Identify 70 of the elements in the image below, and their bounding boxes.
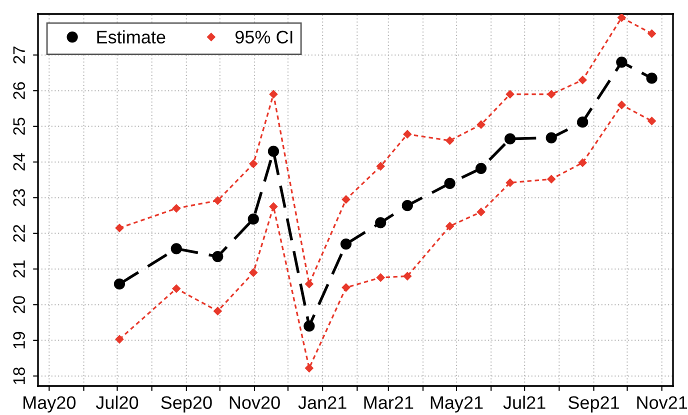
x-tick-label: Sep21 — [568, 396, 619, 413]
y-tick-label: 27 — [13, 46, 25, 64]
point — [648, 29, 656, 38]
point — [305, 364, 314, 372]
point — [269, 90, 278, 98]
point — [402, 200, 413, 212]
point — [249, 160, 258, 168]
point — [646, 72, 658, 84]
point — [342, 283, 350, 292]
point — [214, 306, 222, 316]
point — [578, 76, 587, 84]
point — [475, 162, 487, 174]
point — [114, 278, 126, 290]
point — [214, 196, 222, 205]
point — [268, 146, 280, 157]
point — [403, 272, 412, 280]
x-tick-label: May21 — [430, 396, 483, 413]
point — [170, 243, 182, 254]
point — [618, 100, 626, 110]
point — [618, 14, 626, 22]
legend-label: Estimate — [97, 30, 166, 44]
x-tick-label: Jan21 — [298, 396, 346, 409]
x-tick-label: May20 — [24, 396, 76, 413]
point — [376, 162, 385, 170]
point — [172, 284, 181, 293]
point — [249, 268, 258, 277]
legend-label: 95% CI — [235, 30, 292, 44]
point — [305, 280, 314, 288]
point — [446, 222, 454, 230]
y-tick-label: 18 — [13, 367, 25, 384]
y-tick-label: 20 — [13, 296, 25, 314]
point — [578, 158, 587, 167]
y-tick-label: 22 — [13, 224, 25, 242]
point — [342, 195, 350, 204]
point — [115, 224, 124, 232]
point — [616, 56, 628, 68]
x-tick-label: Jul20 — [96, 396, 138, 409]
x-tick-label: Jul21 — [503, 396, 546, 409]
point — [648, 116, 656, 126]
point — [546, 132, 557, 144]
point — [115, 335, 124, 344]
y-tick-label: 23 — [13, 189, 25, 206]
x-tick-label: Sep20 — [161, 396, 212, 413]
x-tick-label: Nov20 — [230, 396, 280, 409]
y-tick-label: 24 — [13, 153, 25, 170]
point — [375, 217, 386, 228]
x-tick-label: Mar21 — [364, 396, 414, 409]
point — [248, 214, 259, 225]
point — [506, 178, 514, 187]
point — [403, 130, 412, 138]
point — [577, 116, 588, 128]
point — [476, 208, 486, 216]
point — [504, 133, 516, 144]
point — [506, 90, 514, 98]
point — [304, 320, 315, 332]
point — [340, 238, 352, 250]
y-tick-label: 26 — [13, 82, 25, 100]
y-tick-label: 19 — [13, 332, 25, 348]
x-tick-label: Nov21 — [637, 396, 688, 409]
point — [172, 204, 181, 213]
point — [547, 90, 556, 98]
point — [446, 136, 454, 145]
point — [212, 250, 224, 262]
point — [547, 175, 556, 184]
point — [269, 202, 278, 211]
point — [444, 178, 456, 189]
y-tick-label: 21 — [13, 260, 25, 278]
point — [476, 120, 486, 129]
point — [376, 273, 385, 282]
y-tick-label: 25 — [13, 118, 25, 135]
